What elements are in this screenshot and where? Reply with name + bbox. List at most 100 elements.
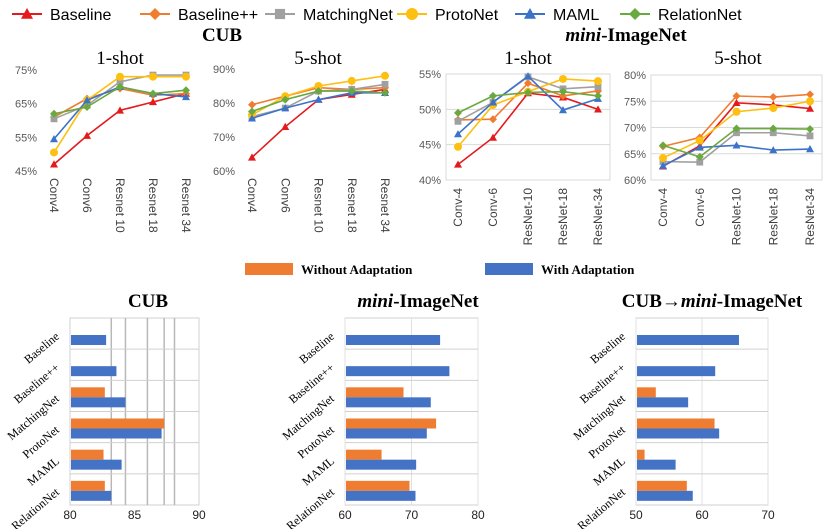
y-tick-label: 45% (15, 166, 37, 178)
legend-label-baselineplusplus: Baseline++ (178, 7, 258, 24)
bar-with-adaptation (346, 366, 450, 377)
data-point-maml (806, 145, 814, 153)
data-point-matchingnet (50, 115, 58, 123)
data-point-baseline (116, 106, 124, 114)
data-point-matchingnet (594, 83, 602, 91)
legend-label-relationnet: RelationNet (658, 7, 742, 24)
data-point-relationnet (83, 103, 91, 112)
y-tick-label: 75% (15, 65, 37, 77)
bar-without-adaptation (346, 480, 410, 491)
legend-marker-maml (524, 8, 536, 19)
mini-imagenet-1-shot-line-chart: 1-shot 40% 45% 50% 55% Conv-4 Conv-6 ResNet-10 R… (419, 48, 611, 245)
data-point-maml (659, 161, 667, 170)
data-point-baseline (281, 122, 290, 130)
data-point-maml (695, 143, 704, 151)
data-point-baselineplusplus (248, 100, 256, 109)
data-point-protonet (381, 71, 389, 80)
x-tick-label: Conv-4 (451, 188, 465, 227)
bar-with-adaptation (346, 459, 417, 470)
data-point-relationnet (182, 86, 190, 95)
data-point-baselineplusplus (559, 91, 567, 100)
data-point-baselineplusplus (524, 79, 532, 88)
data-point-baselineplusplus (806, 90, 814, 99)
legend-swatch-without-adaptation (245, 263, 293, 275)
data-point-maml (489, 98, 497, 106)
bar-chart-legend: Without Adaptation With Adaptation (245, 262, 635, 277)
mini-imagenet-5-shot-line-chart: 5-shot 60% 65% 70% 75% 80% Conv-4 Conv-6 ResNet-… (624, 48, 823, 245)
category-label: RelationNet (9, 485, 63, 529)
series-line-baseline (457, 92, 599, 166)
x-tick-label: 50 (629, 508, 643, 522)
y-tick-label: 70% (624, 123, 646, 135)
bar-with-adaptation (637, 366, 716, 377)
category-label: Baseline (21, 329, 62, 366)
legend-marker-protonet (406, 8, 418, 20)
y-tick-label: 70% (213, 132, 235, 144)
legend-marker-relationnet (629, 8, 641, 20)
data-point-relationnet (559, 87, 567, 96)
data-point-protonet (732, 107, 741, 116)
y-tick-label: 90% (213, 64, 235, 76)
y-tick-label: 80% (213, 98, 235, 110)
data-point-relationnet (314, 87, 323, 96)
category-label: Baseline (296, 329, 337, 366)
series-line-protonet (251, 75, 386, 116)
data-point-relationnet (769, 124, 778, 133)
data-point-protonet (559, 74, 567, 83)
x-tick-label: 80 (471, 508, 485, 522)
legend-label-protonet: ProtoNet (435, 7, 499, 24)
data-point-protonet (116, 72, 124, 81)
data-point-baseline (50, 160, 58, 168)
x-tick-label: Resnet 10 (113, 178, 127, 233)
y-tick-label: 80% (624, 70, 646, 82)
bar-without-adaptation (346, 387, 404, 398)
data-point-matchingnet (381, 80, 389, 88)
category-label: RelationNet (575, 485, 629, 529)
y-tick-label: 55% (15, 132, 37, 144)
data-point-maml (281, 104, 290, 112)
y-tick-label: 50% (419, 104, 441, 116)
y-tick-label: 45% (419, 140, 441, 152)
x-tick-label: 85 (128, 508, 142, 522)
bar-with-adaptation (346, 397, 431, 408)
chart-title: 5-shot (294, 48, 342, 69)
x-tick-label: Conv-6 (693, 188, 707, 227)
x-tick-label: Conv6 (80, 178, 94, 213)
data-point-protonet (806, 97, 814, 106)
data-point-maml (248, 114, 256, 122)
legend-marker-baseline (21, 8, 33, 19)
y-tick-label: 60% (624, 175, 646, 187)
data-point-baselineplusplus (769, 93, 778, 102)
bar-with-adaptation (71, 397, 126, 408)
y-tick-label: 55% (419, 69, 441, 81)
bar-with-adaptation (71, 428, 162, 439)
cub-1-shot-line-chart: 1-shot 45% 55% 65% 75% Conv4 Conv6 Resnet 10 Res… (15, 48, 193, 233)
bar-with-adaptation (637, 459, 676, 470)
bar-with-adaptation (346, 335, 441, 345)
x-tick-label: Resnet 18 (146, 178, 160, 233)
data-point-baseline (248, 153, 256, 161)
x-tick-label: Conv6 (278, 178, 292, 213)
legend-marker-baselineplusplus (149, 8, 161, 20)
data-point-baseline (149, 97, 157, 106)
data-point-protonet (695, 136, 704, 145)
bar-with-adaptation (346, 428, 427, 439)
bar-without-adaptation (71, 480, 105, 491)
data-point-relationnet (524, 88, 532, 97)
bar-with-adaptation (637, 428, 720, 439)
data-point-relationnet (695, 152, 704, 161)
chart-title: CUB (128, 291, 168, 312)
x-tick-label: Resnet 18 (345, 178, 359, 233)
bar-without-adaptation (637, 418, 715, 429)
data-point-baselineplusplus (732, 92, 741, 100)
x-tick-label: 80 (63, 508, 77, 522)
data-point-baseline (806, 104, 814, 112)
data-point-maml (50, 135, 58, 143)
data-point-matchingnet (696, 158, 704, 166)
data-point-matchingnet (733, 129, 740, 137)
bar-with-adaptation (71, 335, 107, 345)
data-point-maml (769, 146, 778, 154)
data-point-protonet (659, 153, 667, 162)
